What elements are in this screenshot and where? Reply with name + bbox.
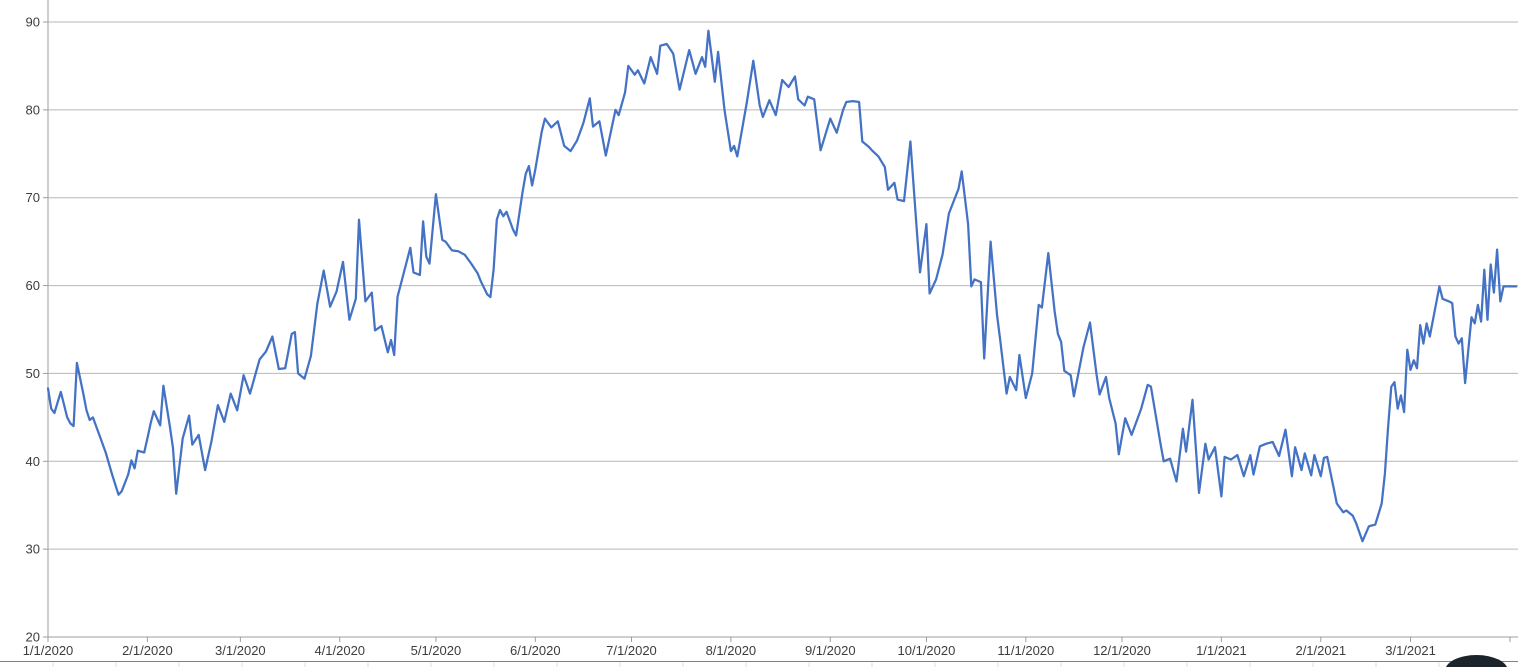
x-tick-label: 7/1/2020	[606, 643, 657, 658]
x-tick-label: 10/1/2020	[898, 643, 956, 658]
x-tick-label: 2/1/2020	[122, 643, 173, 658]
x-tick-label: 12/1/2020	[1093, 643, 1151, 658]
series-line-daily-value-series	[46, 29, 1518, 543]
overlay-bubble[interactable]	[1445, 655, 1508, 667]
y-tick-label: 40	[26, 454, 40, 469]
x-tick-label: 1/1/2021	[1196, 643, 1247, 658]
x-tick-label: 11/1/2020	[997, 643, 1054, 658]
x-tick-label: 6/1/2020	[510, 643, 561, 658]
y-tick-label: 20	[26, 630, 40, 645]
y-tick-label: 30	[26, 542, 40, 557]
y-tick-label: 90	[26, 15, 40, 30]
y-tick-label: 70	[26, 190, 40, 205]
x-tick-label: 3/1/2021	[1385, 643, 1436, 658]
x-tick-label: 5/1/2020	[411, 643, 462, 658]
y-tick-label: 60	[26, 278, 40, 293]
y-tick-label: 80	[26, 102, 40, 117]
x-tick-label: 8/1/2020	[706, 643, 757, 658]
y-tick-label: 50	[26, 366, 40, 381]
x-tick-label: 9/1/2020	[805, 643, 856, 658]
x-tick-label: 4/1/2020	[314, 643, 365, 658]
x-tick-label: 1/1/2020	[23, 643, 74, 658]
x-tick-label: 2/1/2021	[1295, 643, 1346, 658]
x-tick-label: 3/1/2020	[215, 643, 266, 658]
